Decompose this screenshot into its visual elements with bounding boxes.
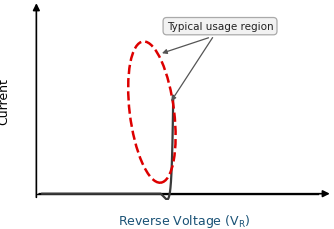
- Text: Reverse Voltage ($\mathregular{V_R}$): Reverse Voltage ($\mathregular{V_R}$): [118, 212, 251, 229]
- Text: Typical usage region: Typical usage region: [167, 22, 273, 101]
- Text: Current: Current: [0, 77, 10, 124]
